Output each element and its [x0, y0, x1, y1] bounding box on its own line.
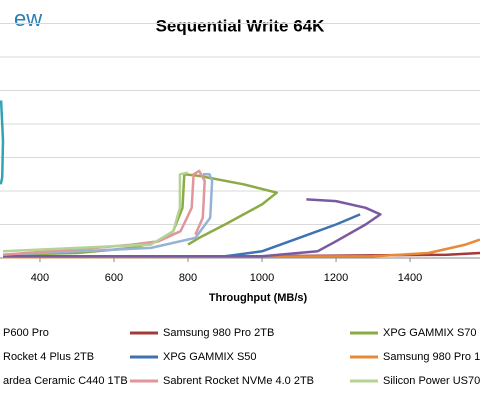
series-line	[2, 173, 279, 256]
series-line	[3, 198, 382, 258]
legend-label: XPG GAMMIX S70	[383, 327, 477, 339]
x-axis-label: Throughput (MB/s)	[209, 292, 308, 304]
chart-title: Sequential Write 64K	[156, 16, 326, 35]
legend-label: ardea Ceramic C440 1TB	[3, 375, 128, 387]
series-line	[2, 171, 189, 253]
legend-label: Samsung 980 Pro 2TB	[163, 327, 274, 339]
x-tick-label: 800	[179, 272, 197, 284]
legend-label: Sabrent Rocket NVMe 4.0 2TB	[163, 375, 314, 387]
series-line	[0, 100, 5, 185]
x-tick-label: 400	[31, 272, 49, 284]
legend-label: XPG GAMMIX S50	[163, 351, 257, 363]
legend-label: Rocket 4 Plus 2TB	[3, 351, 94, 363]
x-tick-label: 1000	[250, 272, 274, 284]
series-line	[2, 173, 214, 256]
logo: ew	[14, 6, 42, 31]
x-tick-label: 600	[105, 272, 123, 284]
legend-label: P600 Pro	[3, 327, 49, 339]
x-tick-label: 1400	[398, 272, 422, 284]
legend-label: Samsung 980 Pro 1	[383, 351, 480, 363]
x-tick-label: 1200	[324, 272, 348, 284]
legend-label: Silicon Power US70	[383, 375, 480, 387]
